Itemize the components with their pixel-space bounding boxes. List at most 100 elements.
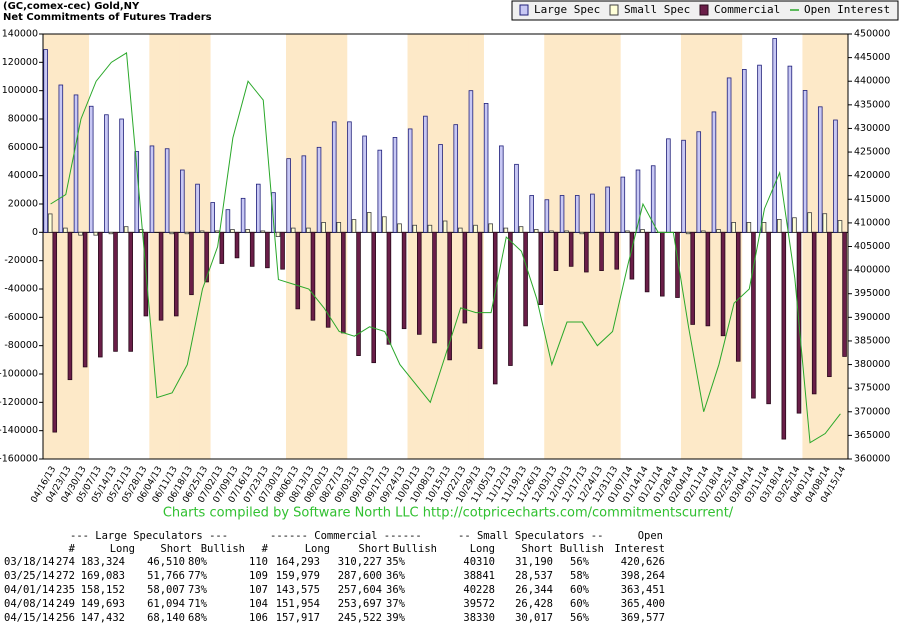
table-cell: 274	[56, 556, 75, 568]
bar	[635, 169, 641, 233]
bar	[458, 227, 463, 233]
table-cell: 257,604	[338, 584, 382, 596]
month-band	[589, 34, 606, 459]
table-cell: 157,917	[276, 612, 320, 624]
y2-tick-label: 440000	[854, 76, 890, 87]
y2-tick-label: 420000	[854, 170, 890, 181]
legend-label: Open Interest	[804, 3, 890, 16]
bar	[802, 90, 808, 233]
bar	[564, 230, 569, 233]
y-tick-label: -60000	[4, 312, 38, 323]
line	[50, 52, 841, 444]
bar	[366, 212, 372, 233]
table-cell: 60%	[570, 584, 590, 596]
bar	[792, 217, 797, 233]
bar	[341, 231, 346, 334]
bar	[356, 231, 361, 356]
bar	[716, 229, 721, 233]
bar	[523, 231, 528, 327]
bar	[568, 231, 574, 267]
table-header: Short	[521, 543, 553, 555]
bar	[842, 231, 847, 357]
table-cell: 151,954	[276, 598, 320, 610]
table-cell: 56%	[570, 556, 590, 568]
bar	[256, 183, 261, 233]
table-header: Bullish	[560, 543, 604, 555]
table-cell: 249	[56, 598, 75, 610]
y-tick-label: 20000	[8, 199, 38, 210]
bar	[275, 231, 281, 237]
y-tick-label: 0	[32, 227, 38, 238]
table-cell: 420,626	[621, 556, 665, 568]
month-band	[194, 34, 211, 459]
y2-tick-label: 375000	[854, 383, 890, 394]
bar	[660, 231, 665, 297]
table-header: Interest	[614, 543, 665, 555]
bar	[306, 227, 311, 233]
bar	[230, 229, 235, 233]
bar	[742, 69, 747, 233]
table-cell: 31,190	[515, 556, 553, 568]
bar	[690, 231, 695, 325]
bar	[705, 231, 711, 327]
table-group: Open	[638, 530, 663, 542]
bar	[473, 224, 478, 233]
table-cell: 77%	[188, 570, 208, 582]
bar	[113, 231, 118, 352]
month-band	[301, 34, 317, 459]
table-cell: 287,600	[338, 570, 382, 582]
bar	[173, 231, 179, 317]
y2-tick-label: 445000	[854, 52, 890, 63]
bar	[180, 169, 185, 233]
bar	[533, 229, 539, 233]
y-tick-label: -140000	[0, 425, 38, 436]
bar	[407, 128, 413, 233]
table-group: -- Small Speculators --	[458, 530, 603, 542]
table-cell: 107	[249, 584, 268, 596]
bar	[696, 131, 702, 233]
bar	[614, 231, 620, 270]
chart-title: (GC,comex-cec) Gold,NY	[3, 1, 140, 12]
bar	[189, 231, 194, 296]
bar	[63, 227, 68, 233]
bar	[214, 230, 220, 233]
bar	[336, 222, 342, 233]
bar	[93, 231, 99, 236]
y2-tick-label: 425000	[854, 147, 890, 158]
bar	[265, 231, 270, 269]
month-band	[559, 34, 576, 459]
bar	[837, 220, 843, 233]
bar	[123, 226, 129, 233]
bar	[822, 213, 828, 233]
bar	[245, 229, 250, 233]
bar	[544, 199, 550, 233]
bar	[260, 230, 266, 233]
legend-swatch	[519, 4, 529, 16]
bar	[240, 197, 246, 233]
y-tick-label: -100000	[0, 369, 38, 380]
bar	[412, 224, 418, 233]
table-group: --- Large Speculators ---	[70, 530, 228, 542]
table-cell: 56%	[570, 612, 590, 624]
y2-tick-label: 395000	[854, 288, 890, 299]
month-band	[179, 34, 196, 459]
table-cell: 104	[249, 598, 268, 610]
table-cell: 110	[249, 556, 268, 568]
y-tick-label: 140000	[2, 29, 38, 40]
table-cell: 37%	[386, 598, 406, 610]
table-cell: 40310	[463, 556, 495, 568]
bar	[234, 231, 240, 259]
table-cell: 369,577	[621, 612, 665, 624]
bar	[584, 231, 589, 273]
bar	[392, 137, 398, 233]
bar	[625, 230, 630, 233]
y2-tick-label: 415000	[854, 194, 890, 205]
table-cell: 68%	[188, 612, 208, 624]
bar	[827, 231, 832, 378]
y2-tick-label: 370000	[854, 406, 890, 417]
bar	[204, 231, 209, 283]
table-cell: 58,007	[147, 584, 185, 596]
table-header: #	[262, 543, 269, 555]
y2-tick-label: 390000	[854, 312, 890, 323]
y2-tick-label: 435000	[854, 99, 890, 110]
